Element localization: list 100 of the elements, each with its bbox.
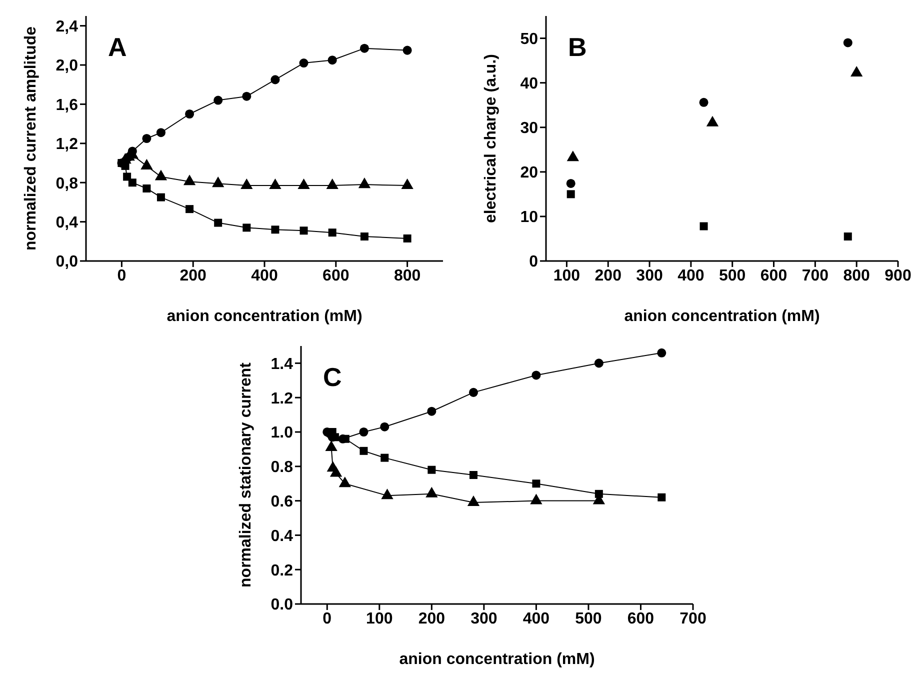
- y-axis-title: electrical charge (a.u.): [482, 54, 500, 223]
- y-axis-title: normalized current amplitude: [22, 26, 40, 251]
- x-tick-label: 0: [322, 610, 332, 628]
- y-tick-label: 1.0: [270, 424, 294, 442]
- y-tick-label: 20: [520, 164, 538, 182]
- point: [700, 222, 708, 230]
- point: [156, 193, 165, 202]
- point: [467, 496, 480, 506]
- x-tick-label: 100: [366, 610, 393, 628]
- y-tick-label: 2,4: [56, 18, 78, 36]
- point: [850, 66, 863, 77]
- y-tick-label: 0,0: [56, 254, 78, 271]
- point: [123, 172, 132, 181]
- point: [359, 427, 368, 437]
- annotation: A: [108, 32, 127, 63]
- point: [360, 446, 368, 455]
- x-tick-label: 300: [470, 610, 498, 628]
- x-tick-label: 200: [594, 267, 622, 284]
- point: [699, 98, 708, 107]
- y-tick-label: 0.0: [270, 596, 294, 614]
- x-axis-title: anion concentration (mM): [624, 308, 820, 325]
- y-tick-label: 0,4: [56, 214, 78, 232]
- point: [532, 480, 540, 488]
- x-tick-label: 400: [251, 267, 278, 284]
- point: [242, 224, 251, 232]
- x-axis-title: anion concentration (mM): [399, 651, 595, 668]
- point: [142, 134, 152, 144]
- point: [381, 488, 394, 500]
- x-tick-label: 900: [884, 267, 912, 284]
- point: [566, 178, 576, 188]
- point: [402, 46, 412, 55]
- x-axis-title: anion concentration (mM): [166, 308, 362, 325]
- y-tick-label: 40: [520, 76, 538, 92]
- point: [212, 176, 224, 188]
- annotation: B: [568, 32, 587, 63]
- point: [156, 128, 166, 138]
- point: [142, 184, 151, 192]
- point: [360, 44, 369, 53]
- point: [214, 218, 222, 227]
- x-tick-label: 200: [180, 267, 207, 284]
- point: [401, 178, 414, 190]
- y-tick-label: 0.4: [270, 528, 294, 545]
- point: [128, 178, 136, 187]
- x-tick-label: 400: [522, 610, 550, 628]
- y-tick-label: 0.8: [270, 459, 294, 476]
- x-tick-label: 500: [575, 610, 602, 628]
- x-tick-label: 800: [394, 267, 421, 284]
- y-tick-label: 0.6: [270, 493, 294, 510]
- point: [360, 232, 368, 240]
- y-tick-label: 0.2: [270, 562, 294, 580]
- point: [330, 466, 342, 477]
- x-tick-label: 400: [678, 267, 704, 284]
- point: [300, 226, 308, 235]
- y-tick-label: 1,6: [56, 96, 78, 114]
- point: [566, 150, 579, 162]
- point: [358, 178, 371, 188]
- point: [341, 434, 350, 443]
- y-axis-title: normalized stationary current: [238, 362, 255, 588]
- point: [843, 38, 852, 48]
- point: [140, 158, 153, 170]
- point: [657, 348, 666, 358]
- point: [154, 170, 168, 180]
- point: [530, 494, 542, 504]
- point: [706, 116, 719, 126]
- point: [185, 109, 194, 119]
- y-tick-label: 1.4: [270, 356, 294, 373]
- x-tick-label: 800: [843, 267, 870, 284]
- point: [469, 471, 478, 479]
- y-tick-label: 30: [520, 120, 538, 138]
- x-tick-label: 300: [636, 267, 663, 284]
- point: [269, 178, 282, 190]
- y-tick-label: 10: [520, 209, 538, 226]
- point: [299, 58, 308, 68]
- y-tick-label: 2,0: [56, 58, 78, 75]
- x-tick-label: 200: [418, 610, 446, 628]
- point: [240, 178, 253, 190]
- point: [328, 228, 336, 237]
- point: [403, 234, 412, 242]
- point: [214, 96, 223, 105]
- y-tick-label: 0: [529, 254, 538, 271]
- point: [594, 358, 604, 368]
- x-tick-label: 600: [322, 267, 350, 284]
- x-tick-label: 700: [802, 267, 829, 284]
- x-tick-label: 700: [680, 610, 706, 628]
- x-tick-label: 600: [627, 610, 654, 628]
- point: [427, 406, 436, 416]
- point: [183, 174, 196, 186]
- point: [298, 178, 310, 190]
- annotation: C: [323, 362, 342, 393]
- point: [566, 190, 575, 198]
- point: [380, 422, 390, 432]
- x-tick-label: 0: [117, 267, 126, 284]
- point: [271, 226, 280, 234]
- point: [658, 493, 666, 502]
- x-tick-label: 500: [719, 267, 746, 284]
- y-tick-label: 1,2: [56, 136, 78, 154]
- point: [270, 75, 280, 84]
- point: [328, 56, 337, 65]
- x-tick-label: 600: [760, 267, 788, 284]
- point: [326, 178, 338, 190]
